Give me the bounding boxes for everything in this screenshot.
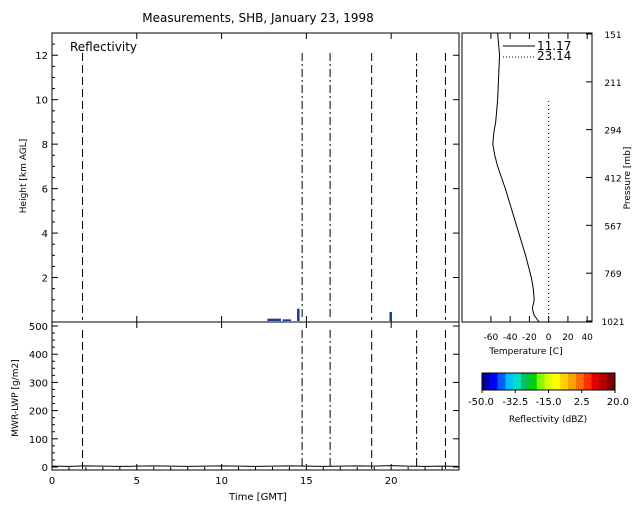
colorbar-cell [560, 373, 569, 390]
y-tick-label: 4 [42, 229, 48, 240]
colorbar-label: Reflectivity (dBZ) [509, 415, 587, 425]
legend-label-solid: 11.17 [537, 39, 571, 53]
pressure-tick-label: 567 [604, 222, 621, 232]
lwp-y-tick-label: 100 [29, 435, 48, 446]
lwp-y-tick-label: 500 [29, 322, 48, 333]
lwp-y-tick-label: 200 [29, 407, 48, 418]
lwp-panel: MWR-LWP [g/m2] Time [GMT] 01002003004005… [11, 321, 460, 503]
colorbar-cell [521, 373, 530, 390]
pressure-tick-label: 211 [604, 79, 621, 89]
temp-x-tick-label: -40 [503, 333, 518, 343]
lwp-y-ticks: 0 100 200 300 400 500 [29, 322, 459, 474]
temperature-panel: Temperature [C] Pressure [mb] -60 -40 -20 0… [461, 31, 633, 357]
colorbar-tick-label: -32.5 [502, 397, 528, 408]
x-tick-label: 15 [300, 476, 313, 487]
pressure-tick-label: 412 [604, 175, 621, 185]
temp-x-tick-label: -60 [484, 333, 499, 343]
colorbar-tick-label: -15.0 [536, 397, 562, 408]
reflectivity-x-ticks [51, 33, 392, 322]
temperature-frame [461, 32, 593, 323]
reflectivity-label: Reflectivity [70, 40, 137, 54]
height-axis-label: Height [km AGL] [19, 139, 29, 213]
temperature-series [492, 32, 550, 323]
colorbar-cell [513, 373, 522, 390]
temp-x-tick-label: 40 [581, 333, 593, 343]
legend-label-dotted: 23.14 [537, 49, 571, 63]
reflectivity-y-ticks: 2 4 6 8 10 12 [35, 32, 459, 323]
temperature-x-ticks: -60 -40 -20 0 20 40 [484, 33, 593, 343]
x-tick-label: 10 [215, 476, 228, 487]
chart-title: Measurements, SHB, January 23, 1998 [142, 11, 374, 25]
radar-echoes [267, 308, 393, 321]
sonde-lines [82, 53, 446, 320]
colorbar-cell [552, 373, 561, 390]
colorbar-cell [505, 373, 514, 390]
x-tick-label: 5 [134, 476, 140, 487]
echo-patch [389, 311, 393, 321]
colorbar-cell [599, 373, 608, 390]
colorbar-cell [528, 373, 538, 390]
reflectivity-frame [51, 32, 460, 323]
lwp-axis-label: MWR-LWP [g/m2] [11, 359, 21, 436]
x-tick-label: 20 [385, 476, 398, 487]
lwp-sonde-lines [82, 330, 446, 469]
y-tick-label: 12 [35, 51, 48, 62]
pressure-tick-label: 769 [604, 270, 621, 280]
colorbar-cell [536, 373, 546, 390]
pressure-tick-label: 294 [604, 127, 621, 137]
time-axis-label: Time [GMT] [228, 492, 287, 503]
colorbar-cell [489, 373, 499, 390]
colorbar-tick-label: 20.0 [607, 397, 629, 408]
colorbar-cell [607, 373, 616, 390]
colorbar-cell [544, 373, 553, 390]
lwp-y-tick-label: 0 [42, 463, 48, 474]
x-tick-label: 0 [49, 476, 55, 487]
y-tick-label: 6 [42, 185, 48, 196]
colorbar-cell [591, 373, 600, 390]
lwp-x-ticks: 0 5 10 15 20 [49, 322, 460, 487]
echo-patch [282, 319, 292, 321]
colorbar-tick-label: -50.0 [468, 397, 494, 408]
temperature-axis-label: Temperature [C] [488, 347, 562, 357]
colorbar-cell [497, 373, 506, 390]
echo-patch [297, 308, 300, 321]
colorbar-cell [583, 373, 593, 390]
temperature-legend: 11.17 23.14 [503, 39, 571, 63]
reflectivity-panel: Reflectivity Height [km AGL] 2 4 6 8 10 12 [19, 32, 460, 323]
colorbar-cell [568, 373, 577, 390]
temp-x-tick-label: 20 [562, 333, 574, 343]
pressure-ticks: 151 211 294 412 567 769 1021 [586, 31, 624, 328]
lwp-y-tick-label: 300 [29, 378, 48, 389]
colorbar-cells [482, 373, 616, 390]
lwp-series-line [51, 465, 460, 467]
temp-x-tick-label: 0 [546, 333, 552, 343]
temp-x-tick-label: -20 [522, 333, 537, 343]
lwp-frame [51, 321, 460, 471]
y-tick-label: 2 [42, 274, 48, 285]
colorbar-cell [482, 373, 491, 390]
colorbar-ticks: -50.0 -32.5 -15.0 2.5 20.0 [468, 390, 629, 408]
colorbar-tick-label: 2.5 [574, 397, 590, 408]
pressure-axis-label: Pressure [mb] [623, 147, 633, 210]
y-tick-label: 10 [35, 96, 48, 107]
temp-line-solid [492, 32, 540, 323]
lwp-y-tick-label: 400 [29, 350, 48, 361]
colorbar: -50.0 -32.5 -15.0 2.5 20.0 Reflectivity (dBZ… [468, 372, 629, 425]
echo-patch [267, 318, 281, 321]
pressure-tick-label: 151 [604, 31, 621, 41]
colorbar-cell [575, 373, 585, 390]
pressure-tick-label: 1021 [602, 318, 625, 328]
y-tick-label: 8 [42, 140, 48, 151]
